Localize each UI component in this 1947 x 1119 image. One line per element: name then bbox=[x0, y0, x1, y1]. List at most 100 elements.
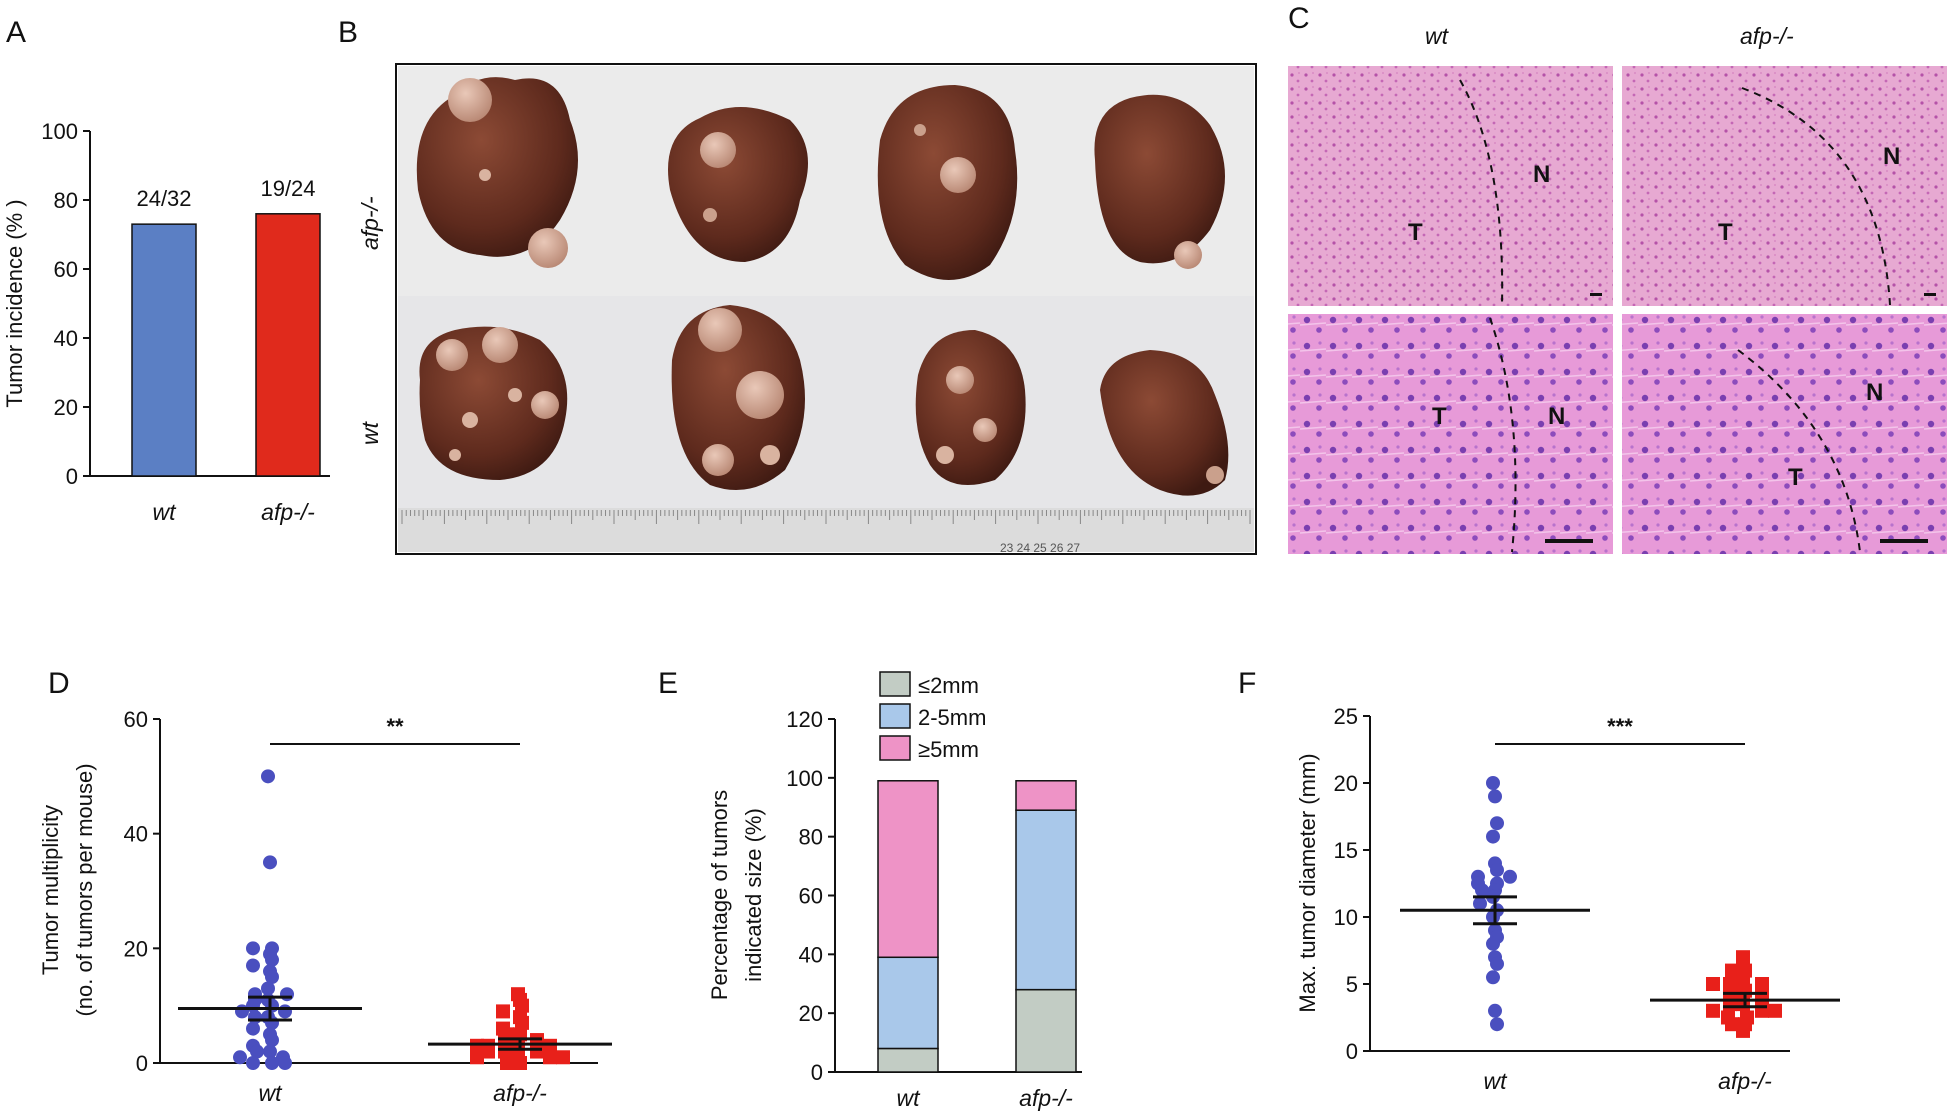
x-category-label: wt bbox=[153, 499, 178, 525]
liver-wt-3 bbox=[915, 330, 1026, 485]
significance-marker: ** bbox=[386, 714, 404, 739]
y-tick-label: 20 bbox=[124, 936, 148, 961]
stacked-bar-segment bbox=[877, 1047, 939, 1073]
stacked-bar-segment bbox=[1015, 780, 1077, 811]
data-point bbox=[1486, 936, 1500, 951]
data-point bbox=[556, 1050, 570, 1065]
y-tick-label: 80 bbox=[799, 825, 823, 850]
photo-panel-b: 23 24 25 26 27 bbox=[357, 63, 1257, 555]
y-tick-label: 5 bbox=[1346, 972, 1358, 997]
x-category-label: wt bbox=[259, 1080, 284, 1106]
data-point bbox=[265, 1033, 279, 1048]
liver-afp-2 bbox=[668, 106, 808, 263]
y-tick-label: 60 bbox=[124, 707, 148, 732]
stacked-bar-segment bbox=[1015, 809, 1077, 991]
chart-e-tumor-size: 0 20 40 60 80 100 120 wt afp-/- ≤2mm 2-5mm ≥5mm Perc… bbox=[707, 671, 1082, 1111]
liver-afp-3 bbox=[877, 85, 1018, 280]
data-point bbox=[1490, 1017, 1504, 1032]
y-tick-label: 25 bbox=[1334, 704, 1358, 729]
data-point bbox=[1725, 963, 1739, 978]
y-tick-label: 10 bbox=[1334, 905, 1358, 930]
histology-normal-label: N bbox=[1883, 143, 1900, 170]
y-tick-label: 40 bbox=[54, 326, 78, 351]
data-point bbox=[1503, 869, 1517, 884]
data-point bbox=[246, 958, 260, 973]
ruler-label: 23 24 25 26 27 bbox=[1000, 541, 1080, 555]
panel-letter-b: B bbox=[338, 16, 358, 49]
legend-label: 2-5mm bbox=[918, 705, 986, 730]
panel-letter-f: F bbox=[1238, 667, 1256, 700]
legend-label: ≤2mm bbox=[918, 673, 979, 698]
histology-normal-label: N bbox=[1533, 161, 1550, 188]
scale-bar bbox=[1924, 293, 1936, 296]
x-category-label: afp-/- bbox=[1019, 1085, 1073, 1111]
data-point bbox=[1488, 1003, 1502, 1018]
x-category-label: afp-/- bbox=[1718, 1068, 1772, 1094]
histology-tumor-label: T bbox=[1788, 464, 1803, 491]
chart-f-max-diameter: 0 5 10 15 20 25 wt afp-/- *** Max. tumor diameter… bbox=[1295, 704, 1840, 1094]
histology-wt-low bbox=[1288, 66, 1613, 306]
y-axis-label: indicated size (%) bbox=[741, 808, 766, 982]
data-point bbox=[470, 1050, 484, 1065]
panel-letter-a: A bbox=[6, 16, 26, 49]
data-point bbox=[1768, 1003, 1782, 1018]
data-point bbox=[1490, 816, 1504, 831]
data-point bbox=[263, 855, 277, 870]
data-point bbox=[1473, 896, 1487, 911]
data-point bbox=[1736, 970, 1750, 985]
stacked-bar-segment bbox=[877, 780, 939, 959]
legend-swatch bbox=[879, 735, 911, 761]
tumor-boundary bbox=[1737, 349, 1861, 553]
histology-afp-low bbox=[1622, 66, 1947, 306]
y-tick-label: 0 bbox=[1346, 1039, 1358, 1064]
data-point bbox=[250, 1044, 264, 1059]
data-point bbox=[515, 1015, 529, 1030]
data-point bbox=[233, 1050, 247, 1065]
histology-normal-label: N bbox=[1866, 379, 1883, 406]
bar bbox=[255, 213, 321, 477]
tumor-boundary bbox=[1741, 87, 1891, 306]
x-category-label: afp-/- bbox=[493, 1080, 547, 1106]
data-point bbox=[513, 1056, 527, 1070]
bar-data-label: 24/32 bbox=[136, 186, 191, 211]
y-axis-label: Tumor incidence (% ) bbox=[2, 199, 27, 407]
data-point bbox=[543, 1038, 557, 1053]
y-axis-label: Percentage of tumors bbox=[707, 790, 732, 1000]
data-point bbox=[246, 1056, 260, 1070]
data-point bbox=[530, 1044, 544, 1059]
data-point bbox=[1486, 829, 1500, 844]
y-tick-label: 0 bbox=[66, 464, 78, 489]
data-point bbox=[1736, 1023, 1750, 1038]
y-tick-label: 20 bbox=[799, 1001, 823, 1026]
liver-wt-2 bbox=[671, 305, 805, 490]
legend-swatch bbox=[879, 703, 911, 729]
panel-letter-d: D bbox=[48, 667, 70, 700]
stacked-bar-segment bbox=[1015, 988, 1077, 1073]
histology-col-label-afp: afp-/- bbox=[1740, 23, 1794, 49]
data-point bbox=[1706, 1003, 1720, 1018]
data-point bbox=[1486, 970, 1500, 985]
data-point bbox=[278, 1056, 292, 1070]
y-tick-label: 60 bbox=[799, 884, 823, 909]
chart-d-tumor-multiplicity: 0 20 40 60 wt afp-/- ** Tumor multiplicity (no. … bbox=[38, 707, 612, 1106]
data-point bbox=[543, 1050, 557, 1065]
panel-letter-c: C bbox=[1288, 2, 1310, 35]
liver-wt-4 bbox=[1100, 350, 1229, 496]
data-point bbox=[265, 1056, 279, 1070]
data-point bbox=[246, 941, 260, 956]
data-point bbox=[261, 769, 275, 784]
data-point bbox=[265, 970, 279, 984]
x-category-label: wt bbox=[1484, 1068, 1509, 1094]
data-point bbox=[280, 987, 294, 1002]
x-category-label: afp-/- bbox=[261, 499, 315, 525]
y-tick-label: 20 bbox=[54, 395, 78, 420]
data-point bbox=[261, 981, 275, 996]
bar bbox=[131, 223, 197, 477]
liver-wt-1 bbox=[419, 326, 568, 480]
scale-bar bbox=[1545, 539, 1593, 543]
tumor-boundary bbox=[1459, 79, 1504, 306]
legend-swatch bbox=[879, 671, 911, 697]
ruler-ticks bbox=[401, 510, 1251, 524]
data-point bbox=[1706, 977, 1720, 991]
